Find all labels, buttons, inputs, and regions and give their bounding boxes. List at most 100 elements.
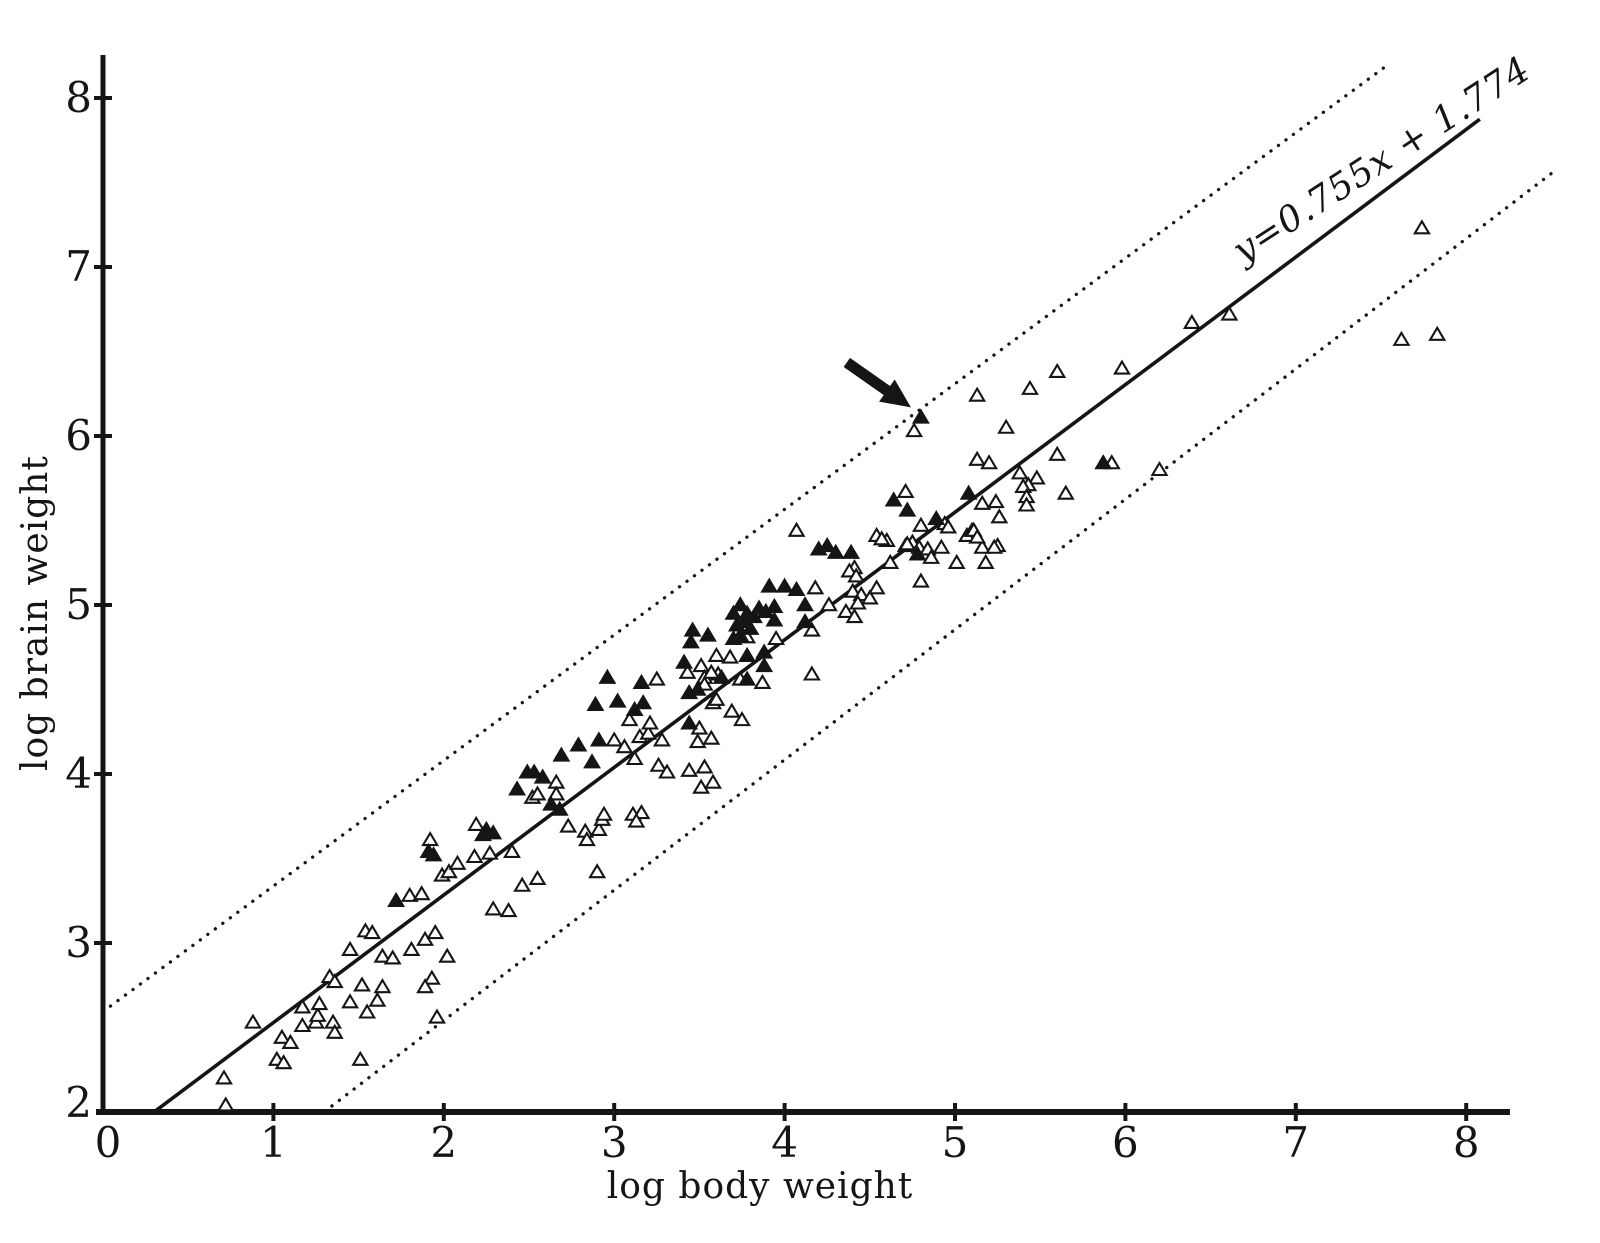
data-point-open-triangle xyxy=(1113,359,1131,375)
data-point-filled-triangle xyxy=(738,646,757,662)
data-point-filled-triangle xyxy=(741,619,760,635)
data-point-filled-triangle xyxy=(712,668,731,684)
data-point-open-triangle xyxy=(997,418,1016,434)
data-point-open-triangle xyxy=(652,731,671,747)
annotation-arrow xyxy=(843,357,911,408)
data-point-open-triangle xyxy=(704,773,722,789)
data-point-open-triangle xyxy=(692,778,711,794)
data-point-open-triangle xyxy=(428,1008,446,1024)
data-point-open-triangle xyxy=(577,831,596,847)
data-point-open-triangle xyxy=(973,538,992,554)
data-point-open-triangle xyxy=(973,494,992,510)
y-tick-label-4: 4 xyxy=(65,749,92,798)
y-tick-label-8: 8 xyxy=(65,73,92,122)
data-point-open-triangle xyxy=(722,702,741,718)
data-point-open-triangle xyxy=(881,553,900,569)
data-point-open-triangle xyxy=(1428,325,1447,341)
data-point-open-triangle xyxy=(649,756,668,772)
x-tick-label-1: 1 xyxy=(260,1118,287,1167)
data-point-filled-triangle xyxy=(681,633,700,649)
data-point-open-triangle xyxy=(351,1050,370,1066)
data-point-open-triangle xyxy=(707,646,726,662)
data-point-open-triangle xyxy=(986,493,1005,509)
data-point-filled-triangle xyxy=(634,694,653,710)
data-point-open-triangle xyxy=(872,530,891,546)
data-point-open-triangle xyxy=(848,594,867,610)
data-point-open-triangle xyxy=(325,973,344,989)
data-point-open-triangle xyxy=(595,805,613,821)
data-point-open-triangle xyxy=(802,621,821,637)
data-point-open-triangle xyxy=(467,815,486,831)
data-point-open-triangle xyxy=(968,386,987,402)
x-axis-title: log body weight xyxy=(606,1166,914,1207)
data-point-open-triangle xyxy=(402,940,421,957)
y-tick-label-2: 2 xyxy=(65,1078,92,1127)
data-point-open-triangle xyxy=(589,820,608,837)
data-point-open-triangle xyxy=(1220,305,1239,321)
data-point-open-triangle xyxy=(867,579,886,595)
x-tick-label-6: 6 xyxy=(1112,1118,1139,1167)
data-point-open-triangle xyxy=(922,548,941,564)
data-point-filled-triangle xyxy=(424,846,443,862)
data-point-open-triangle xyxy=(605,731,624,747)
data-point-open-triangle xyxy=(412,885,431,901)
data-point-open-triangle xyxy=(837,602,855,619)
data-point-open-triangle xyxy=(620,711,639,727)
data-point-open-triangle xyxy=(363,923,382,940)
data-point-open-triangle xyxy=(947,553,966,569)
data-point-open-triangle xyxy=(625,749,644,766)
data-point-filled-triangle xyxy=(927,509,946,526)
data-point-open-triangle xyxy=(627,812,646,828)
data-point-open-triangle xyxy=(767,629,786,646)
data-point-open-triangle xyxy=(353,976,371,992)
data-point-open-triangle xyxy=(547,785,566,801)
data-point-open-triangle xyxy=(588,863,607,879)
data-point-filled-triangle xyxy=(826,543,845,559)
data-point-filled-triangle xyxy=(738,670,757,686)
data-point-open-triangle xyxy=(898,535,917,551)
data-point-open-triangle xyxy=(845,607,864,624)
data-point-open-triangle xyxy=(358,1003,377,1019)
data-point-open-triangle xyxy=(244,1013,262,1029)
regression-line xyxy=(153,117,1481,1114)
data-point-open-triangle xyxy=(658,763,676,779)
data-point-open-triangle xyxy=(911,516,930,532)
data-point-filled-triangle xyxy=(908,545,927,561)
data-point-open-triangle xyxy=(806,579,825,595)
data-point-open-triangle xyxy=(843,582,862,598)
data-point-open-triangle xyxy=(480,844,499,860)
x-tick-label-7: 7 xyxy=(1282,1118,1309,1167)
data-point-open-triangle xyxy=(1182,313,1201,330)
data-point-open-triangle xyxy=(528,869,547,886)
data-point-open-triangle xyxy=(932,538,951,554)
data-point-filled-triangle xyxy=(765,611,784,627)
data-point-filled-triangle xyxy=(387,891,406,907)
data-point-open-triangle xyxy=(499,902,518,918)
data-point-open-triangle xyxy=(692,656,711,673)
data-point-filled-triangle xyxy=(688,680,707,696)
data-point-filled-triangle xyxy=(484,824,503,840)
data-point-open-triangle xyxy=(293,998,312,1014)
data-point-open-triangle xyxy=(647,670,666,686)
x-tick-label-2: 2 xyxy=(430,1118,457,1167)
data-point-open-triangle xyxy=(911,572,930,588)
data-point-filled-triangle xyxy=(884,491,903,507)
data-point-filled-triangle xyxy=(724,604,743,620)
data-point-open-triangle xyxy=(513,876,532,892)
data-point-open-triangle xyxy=(272,1028,291,1044)
data-point-filled-triangle xyxy=(911,408,930,424)
data-point-open-triangle xyxy=(324,1013,342,1029)
data-point-open-triangle xyxy=(1027,469,1046,485)
data-point-open-triangle xyxy=(308,1006,327,1022)
data-point-open-triangle xyxy=(980,454,999,470)
data-point-filled-triangle xyxy=(796,596,814,612)
data-point-open-triangle xyxy=(215,1069,233,1085)
data-point-open-triangle xyxy=(905,422,924,438)
data-point-open-triangle xyxy=(281,1033,300,1049)
data-point-open-triangle xyxy=(1150,460,1169,477)
data-point-filled-triangle xyxy=(765,597,784,613)
y-axis-title: log brain weight xyxy=(15,455,56,771)
data-point-open-triangle xyxy=(373,947,392,963)
data-point-open-triangle xyxy=(976,553,995,569)
